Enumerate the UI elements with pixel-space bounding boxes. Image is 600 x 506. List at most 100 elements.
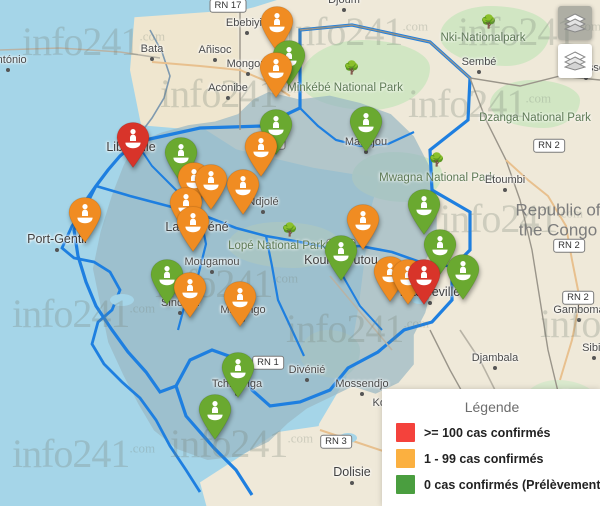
legend-label: >= 100 cas confirmés <box>424 425 551 440</box>
tree-icon: 🌳 <box>480 14 498 29</box>
marker-pin-icon <box>198 394 232 440</box>
park-label: Minkébé National Park <box>287 82 403 94</box>
layers-control-top[interactable] <box>558 6 592 40</box>
person-icon <box>232 288 248 308</box>
person-icon <box>125 129 141 149</box>
route-shield: RN 2 <box>533 138 565 154</box>
city-label: Ebebiyin <box>225 17 269 29</box>
map-marker-green[interactable] <box>221 352 255 398</box>
map-marker-orange[interactable] <box>260 6 294 52</box>
map-marker-green[interactable] <box>349 106 383 152</box>
city-marker: Port-Gentil <box>27 232 87 252</box>
map-marker-orange[interactable] <box>244 131 278 177</box>
city-label: Aconibe <box>208 82 248 94</box>
map-marker-orange[interactable] <box>346 204 380 250</box>
city-label: Port-Gentil <box>27 232 87 246</box>
legend-swatch <box>396 475 415 494</box>
park-label: Dzanga National Park <box>479 112 591 124</box>
route-shield: RN 1 <box>252 355 284 371</box>
person-icon <box>230 359 246 379</box>
legend-swatch <box>396 449 415 468</box>
city-label: Etoumbi <box>484 174 526 186</box>
tree-icon: 🌳 <box>428 152 446 167</box>
marker-pin-icon <box>176 206 210 252</box>
map-marker-green[interactable] <box>423 229 457 275</box>
map-marker-orange[interactable] <box>173 272 207 318</box>
tree-icon: 🌳 <box>281 222 299 237</box>
city-label: Djoum <box>328 0 360 6</box>
legend-title: Légende <box>464 399 520 415</box>
marker-pin-icon <box>150 259 184 305</box>
city-label: Divénié <box>288 364 326 376</box>
city-dot <box>55 248 59 252</box>
map-marker-orange[interactable] <box>68 197 102 243</box>
marker-pin-icon <box>259 109 293 155</box>
person-icon <box>268 59 284 79</box>
legend-label: 1 - 99 cas confirmés <box>424 451 544 466</box>
city-dot <box>493 366 497 370</box>
watermark-suffix: .com <box>129 440 156 456</box>
city-label: Mougamou <box>184 256 240 268</box>
city-dot <box>261 210 265 214</box>
marker-pin-icon <box>194 164 228 210</box>
city-dot <box>150 57 154 61</box>
marker-pin-icon <box>221 352 255 398</box>
city-marker: Divénié <box>289 364 325 382</box>
person-icon <box>203 171 219 191</box>
map-marker-orange[interactable] <box>223 281 257 327</box>
map-marker-orange[interactable] <box>226 169 260 215</box>
city-dot <box>577 318 581 322</box>
person-icon <box>185 213 201 233</box>
map-marker-green[interactable] <box>259 109 293 155</box>
city-label: Ndjolé <box>247 196 279 208</box>
person-icon <box>333 242 349 262</box>
marker-pin-icon <box>407 189 441 235</box>
person-icon <box>269 13 285 33</box>
city-dot <box>477 70 481 74</box>
legend-panel: Légende >= 100 cas confirmés 1 - 99 cas c… <box>382 389 600 506</box>
map-marker-orange[interactable] <box>176 206 210 252</box>
city-label: Djambala <box>471 352 519 364</box>
city-marker: Añisoc <box>198 44 232 62</box>
city-label: Dolisie <box>333 465 371 479</box>
person-icon <box>358 113 374 133</box>
city-dot <box>592 356 596 360</box>
map-marker-orange[interactable] <box>259 52 293 98</box>
map-marker-green[interactable] <box>324 235 358 281</box>
city-marker: António <box>0 54 27 72</box>
map-marker-red[interactable] <box>116 122 150 168</box>
map-marker-green[interactable] <box>198 394 232 440</box>
city-dot <box>226 96 230 100</box>
legend-swatch <box>396 423 415 442</box>
city-marker: Djambala <box>472 352 518 370</box>
person-icon <box>173 144 189 164</box>
person-icon <box>235 176 251 196</box>
city-marker: Sibiti <box>582 342 600 360</box>
map-marker-green[interactable] <box>446 254 480 300</box>
legend-item: 1 - 99 cas confirmés <box>396 449 588 468</box>
city-dot <box>360 392 364 396</box>
marker-pin-icon <box>68 197 102 243</box>
tree-icon: 🌳 <box>343 60 361 75</box>
marker-pin-icon <box>259 52 293 98</box>
city-dot <box>350 481 354 485</box>
city-marker: Sembé <box>462 56 496 74</box>
map-marker-green[interactable] <box>407 189 441 235</box>
map-marker-green[interactable] <box>150 259 184 305</box>
marker-pin-icon <box>116 122 150 168</box>
city-marker: Etoumbi <box>485 174 525 192</box>
map-marker-red[interactable] <box>407 259 441 305</box>
city-dot <box>6 68 10 72</box>
city-marker: Aconibe <box>208 82 248 100</box>
route-shield: RN 17 <box>209 0 247 14</box>
person-icon <box>253 138 269 158</box>
marker-pin-icon <box>223 281 257 327</box>
marker-pin-icon <box>423 229 457 275</box>
map-marker-orange[interactable] <box>194 164 228 210</box>
city-marker: Ebebiyin <box>226 17 268 35</box>
person-icon <box>207 401 223 421</box>
route-shield: RN 3 <box>320 434 352 450</box>
marker-pin-icon <box>346 204 380 250</box>
layers-control-bottom[interactable] <box>558 44 592 78</box>
legend-item: 0 cas confirmés (Prélèvements) <box>396 475 600 494</box>
